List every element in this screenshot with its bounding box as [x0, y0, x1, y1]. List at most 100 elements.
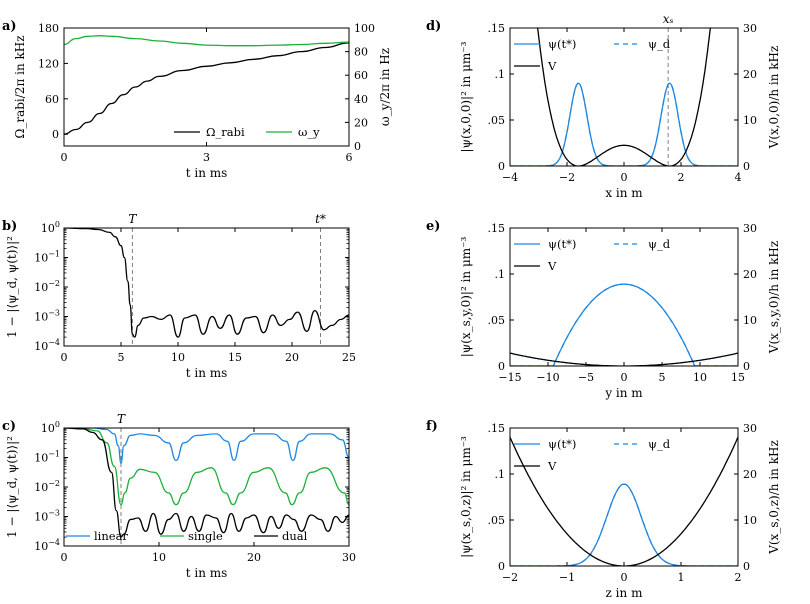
legend-label: V	[547, 259, 557, 273]
x-tick-label: 0	[621, 171, 628, 184]
y2-tick-label: 30	[743, 422, 757, 435]
y2-axis-label: V(x,0,0)/h in kHz	[767, 46, 781, 150]
y2-tick-label: 20	[743, 68, 757, 81]
y-axis-label: |ψ(x_s,0,z)|² in μm⁻³	[459, 436, 473, 558]
x-tick-label: 0	[621, 371, 628, 384]
y-tick-label: 120	[38, 57, 59, 70]
series-ψ_d	[510, 82, 738, 166]
y-tick-label: .1	[495, 468, 506, 481]
y2-tick-label: 10	[743, 514, 757, 527]
panel-label: c)	[2, 419, 16, 434]
panel-label: e)	[426, 219, 440, 234]
series-ψ(t*)	[510, 82, 738, 166]
x-tick-label: 25	[342, 351, 356, 364]
x-tick-label: −10	[536, 371, 559, 384]
y2-tick-label: 40	[354, 93, 368, 106]
y-tick-label: 10−2	[34, 479, 60, 494]
x-tick-label: 3	[203, 151, 210, 164]
panel-c: 0 10 20 30 10−4 10−3 10−2 10−1 100 Tt in ms 1 − |⟨…	[2, 412, 356, 580]
series-group	[64, 35, 349, 135]
x-axis-label: y in m	[604, 386, 643, 400]
marker-label: xₛ	[663, 12, 674, 26]
series-curve	[64, 228, 349, 338]
series-dual	[64, 428, 349, 538]
plot-frame	[63, 227, 350, 347]
x-tick-label: −4	[502, 171, 518, 184]
x-tick-label: 15	[228, 351, 242, 364]
x-tick-label: 2	[735, 571, 742, 584]
x-tick-label: 1	[678, 571, 685, 584]
y2-tick-label: 0	[743, 160, 750, 173]
plot-frame	[63, 27, 350, 147]
y-axis-label: |ψ(x_s,y,0)|² in μm⁻³	[459, 237, 473, 358]
series-group	[510, 28, 738, 166]
y2-tick-label: 30	[743, 222, 757, 235]
legend-label: linear	[94, 529, 128, 543]
y2-axis-label: ω_y/2π in Hz	[378, 48, 392, 126]
panel-label: a)	[2, 19, 17, 34]
x-axis-label: t in ms	[186, 166, 228, 180]
panel-label: b)	[2, 219, 17, 234]
y-tick-label: .1	[495, 268, 506, 281]
y-tick-label: .15	[488, 22, 506, 35]
x-tick-label: 20	[247, 551, 261, 564]
marker-label: t*	[315, 212, 326, 226]
y2-tick-label: 100	[354, 22, 375, 35]
x-tick-label: −5	[578, 371, 594, 384]
legend-label: dual	[282, 529, 308, 543]
y-tick-label: 180	[38, 22, 59, 35]
y2-tick-label: 30	[743, 22, 757, 35]
series-ψ(t*)	[510, 483, 738, 566]
y-tick-label: 10−4	[34, 538, 60, 553]
plot-frame	[509, 27, 739, 167]
y2-tick-label: 10	[743, 114, 757, 127]
plot-frame	[63, 427, 350, 547]
y-tick-label: 10−3	[34, 509, 60, 524]
y-tick-label: .1	[495, 68, 506, 81]
x-axis-label: t in ms	[186, 566, 228, 580]
y2-tick-label: 0	[354, 140, 361, 153]
y-tick-label: 100	[41, 420, 60, 435]
y-tick-label: .15	[488, 422, 506, 435]
x-tick-label: 20	[285, 351, 299, 364]
x-tick-label: 6	[346, 151, 353, 164]
y-tick-label: 0	[498, 160, 505, 173]
series-V	[510, 436, 738, 566]
y2-tick-label: 20	[743, 468, 757, 481]
x-tick-label: 0	[61, 551, 68, 564]
y-tick-label: 0	[52, 128, 59, 141]
legend-label: ψ_d	[648, 437, 671, 451]
x-tick-label: 5	[118, 351, 125, 364]
y-tick-label: 100	[41, 220, 60, 235]
y-axis-label: 1 − |⟨ψ_d, ψ(t)⟩|²	[5, 436, 19, 538]
x-tick-label: 0	[61, 151, 68, 164]
x-tick-label: 10	[693, 371, 707, 384]
y-axis-label: |ψ(x,0,0)|² in μm⁻³	[459, 41, 473, 152]
panel-label: d)	[426, 19, 441, 34]
x-axis-label: t in ms	[186, 366, 228, 380]
x-tick-label: −1	[559, 571, 575, 584]
series-V	[510, 352, 738, 366]
y-tick-label: 60	[45, 93, 59, 106]
plot-frame	[509, 427, 739, 567]
series-V	[537, 28, 711, 166]
y2-tick-label: 20	[354, 116, 368, 129]
x-tick-label: 4	[735, 171, 742, 184]
series-Ω_rabi	[64, 42, 349, 135]
y-tick-label: 10−1	[34, 450, 60, 465]
x-axis-label: x in m	[605, 186, 643, 200]
y2-tick-label: 0	[743, 560, 750, 573]
y-tick-label: 0	[498, 360, 505, 373]
y-tick-label: 10−2	[34, 279, 60, 294]
y-tick-label: 10−1	[34, 250, 60, 265]
marker-label: T	[117, 412, 126, 426]
marker-label: T	[128, 212, 137, 226]
y-tick-label: 0	[498, 560, 505, 573]
legend-label: ψ_d	[648, 237, 671, 251]
